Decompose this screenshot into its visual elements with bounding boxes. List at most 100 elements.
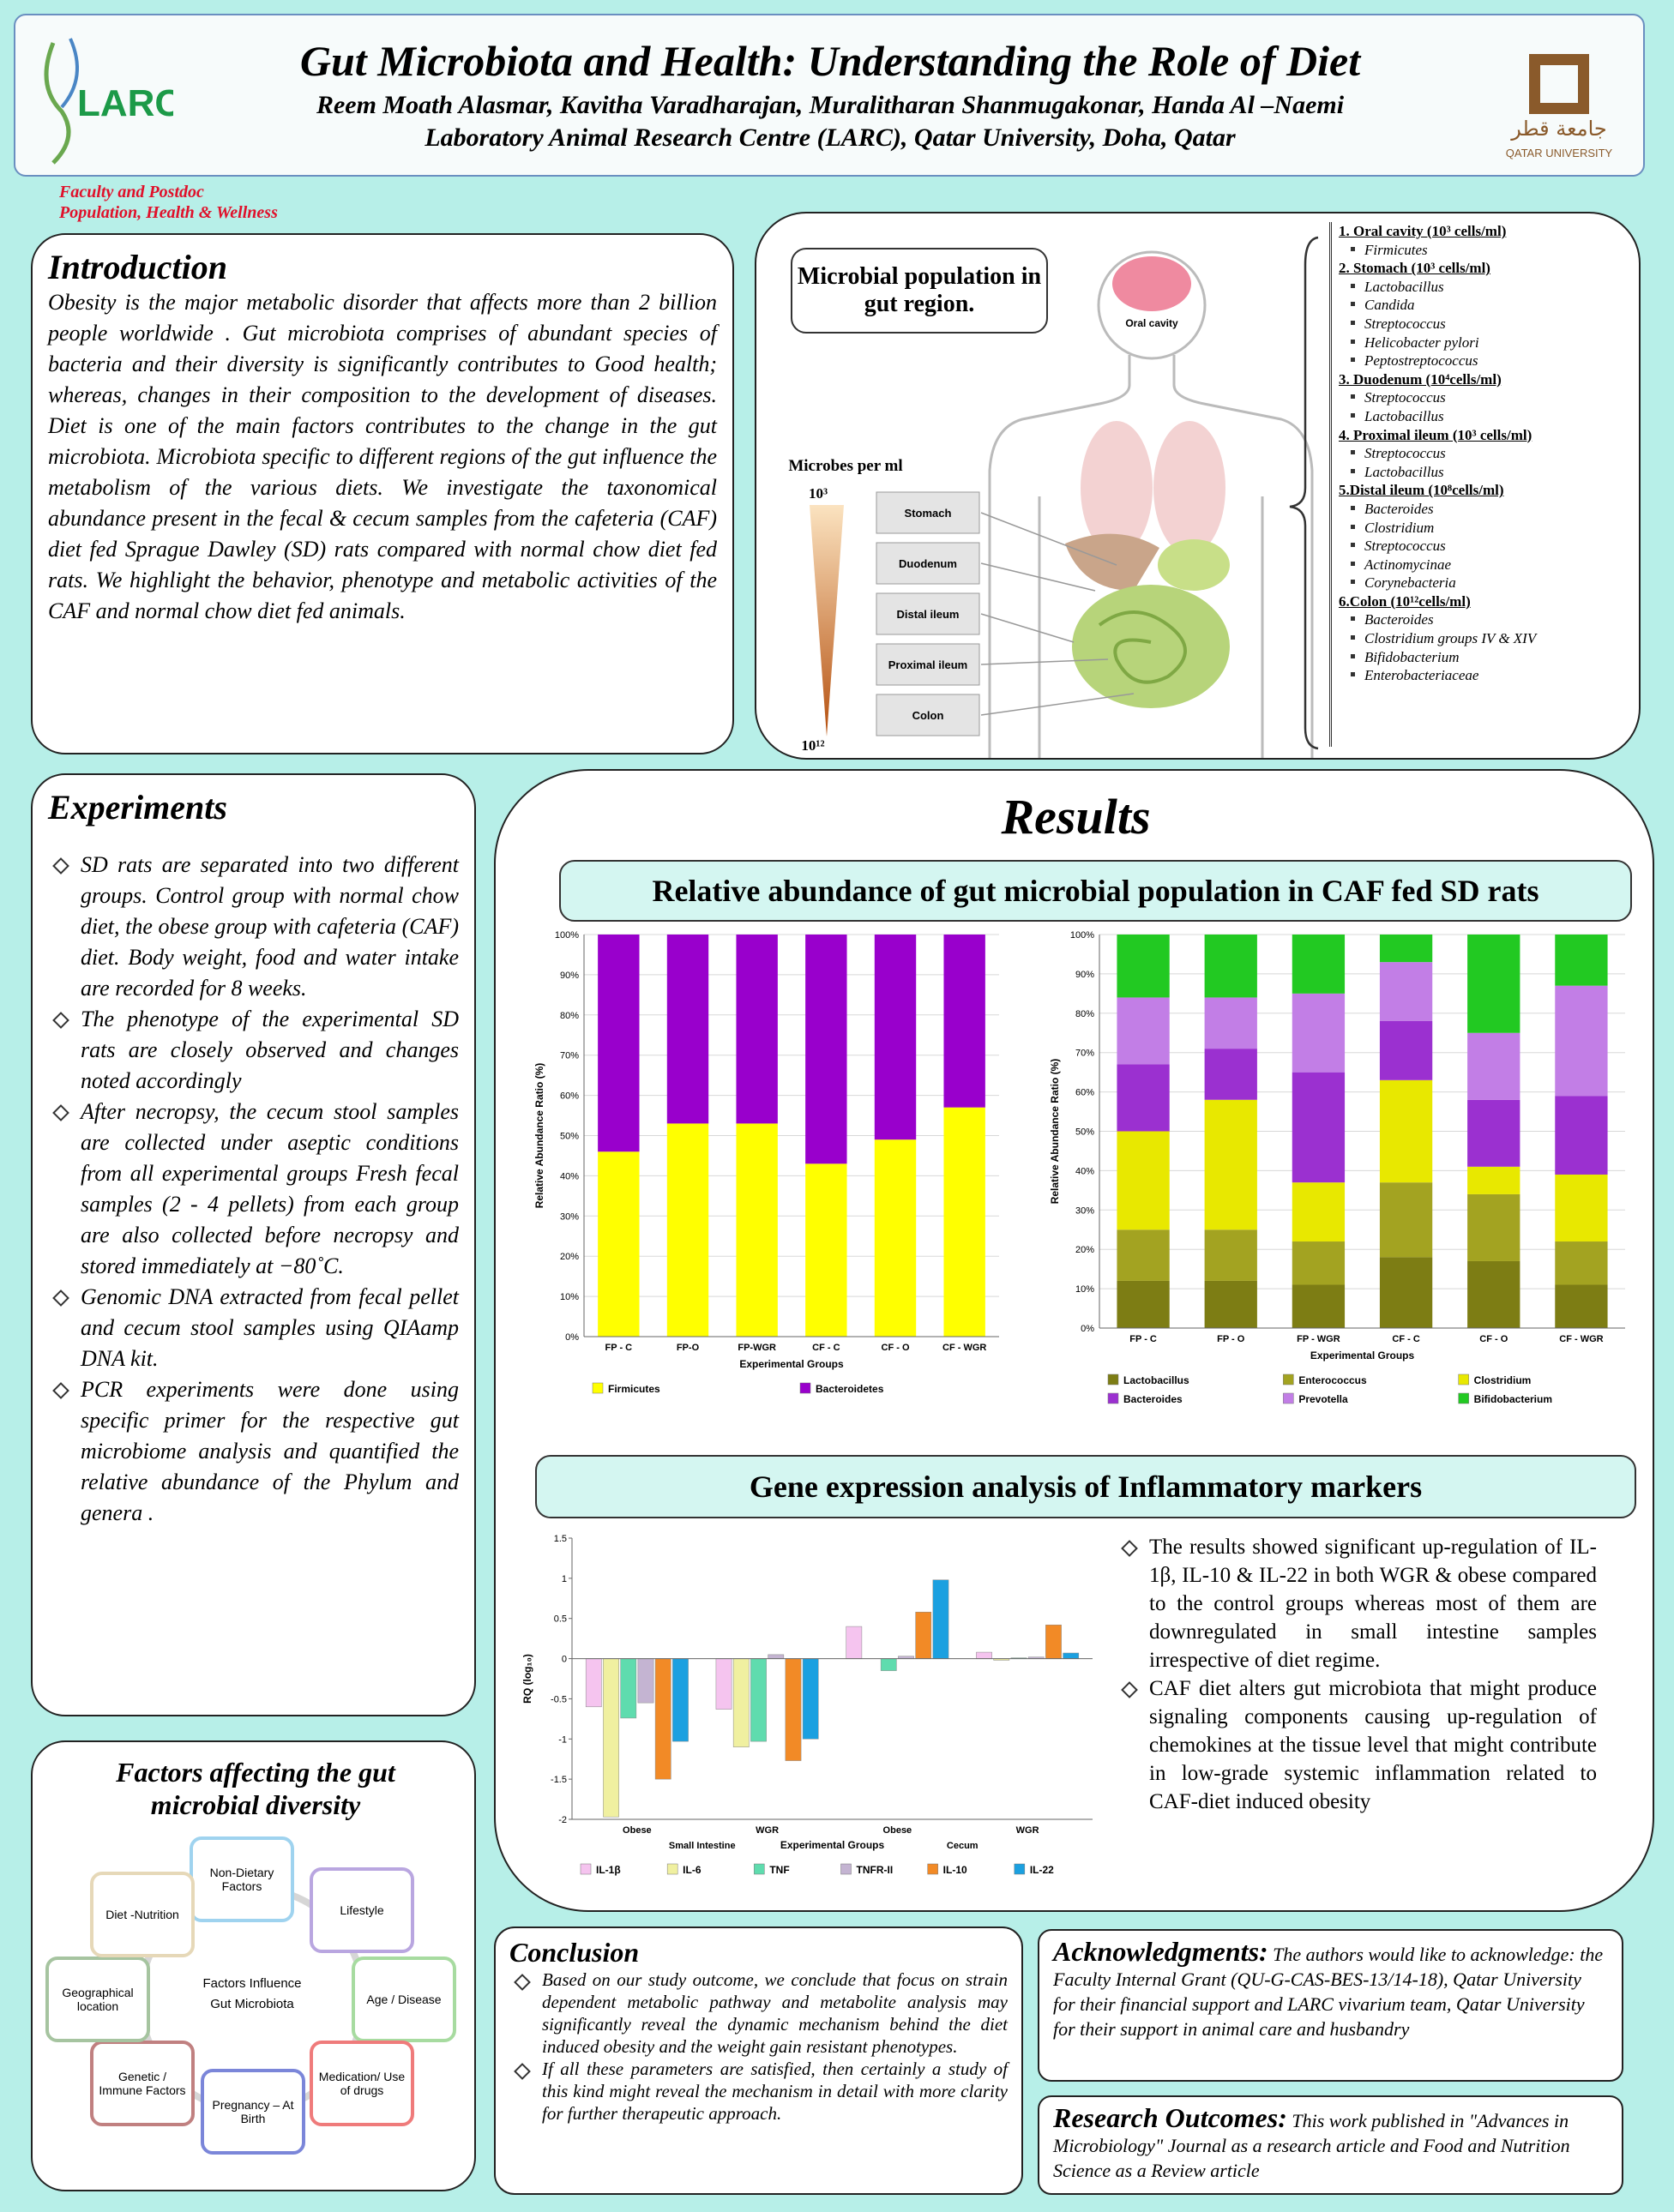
pointer: [980, 562, 1096, 592]
bar-segment: [1379, 935, 1433, 963]
liver: [1065, 533, 1159, 591]
bar: [637, 1658, 654, 1704]
x-axis-label: Experimental Groups: [1310, 1349, 1415, 1361]
section-box: [876, 643, 980, 686]
x-tick-label: FP - C: [605, 1343, 633, 1353]
bar: [932, 1579, 949, 1659]
bar-segment: [1467, 1032, 1520, 1100]
conclusion: Conclusion Based on our study outcome, w…: [494, 1926, 1023, 2195]
x-tick-label: FP - C: [1129, 1334, 1157, 1344]
x-tick-label: WGR: [756, 1825, 779, 1836]
heading: Experiments: [48, 788, 227, 826]
legend-swatch: [1107, 1392, 1119, 1404]
bar: [603, 1658, 619, 1818]
section-label: Colon: [912, 709, 944, 722]
track-line: Population, Health & Wellness: [59, 203, 278, 222]
pointer: [980, 512, 1117, 566]
y-tick-label: 30%: [560, 1211, 579, 1222]
x-tick-label: Obese: [883, 1825, 912, 1836]
x-tick-label: CF - C: [1392, 1334, 1419, 1344]
factor-node: Lifestyle: [310, 1867, 414, 1953]
bar-segment: [1467, 1260, 1520, 1328]
legend-label: IL-6: [683, 1864, 702, 1876]
pointer: [980, 658, 1109, 665]
heading: Research Outcomes:: [1053, 2102, 1287, 2133]
bar-segment: [1379, 1020, 1433, 1080]
pointer: [980, 613, 1075, 643]
y-tick-label: 80%: [560, 1011, 579, 1021]
bar: [976, 1651, 992, 1659]
y-tick-label: 30%: [1075, 1205, 1094, 1216]
bar-segment: [874, 1139, 917, 1337]
region-heading: 5.Distal ileum (10⁸cells/ml): [1339, 482, 1504, 499]
region-heading: 6.Colon (10¹²cells/ml): [1339, 592, 1471, 610]
region-item: Firmicutes: [1339, 241, 1625, 260]
legend-swatch: [1458, 1373, 1469, 1386]
bar-segment: [1117, 1229, 1170, 1281]
bar: [802, 1658, 819, 1740]
list-item: PCR experiments were done using specific…: [48, 1374, 459, 1529]
legend-swatch: [1014, 1863, 1026, 1875]
logo-helix: [44, 42, 71, 165]
y-tick-label: 10%: [1075, 1284, 1094, 1295]
microbial-population: Oral cavity Microbes per ml 10³ 10¹² Sto…: [755, 212, 1641, 760]
group-label: Small Intestine: [669, 1841, 736, 1851]
region-item: Bifidobacterium: [1339, 648, 1625, 667]
experiment-list: SD rats are separated into two different…: [48, 850, 459, 1529]
legend-label: Enterococcus: [1298, 1374, 1367, 1386]
y-tick-label: 100%: [555, 930, 579, 941]
legend-label: Lactobacillus: [1123, 1374, 1189, 1386]
y-tick-label: 40%: [560, 1171, 579, 1181]
bar-segment: [1292, 1182, 1346, 1242]
bar-segment: [1555, 985, 1608, 1097]
x-tick-label: FP-WGR: [738, 1343, 776, 1353]
acknowledgments: Acknowledgments: The authors would like …: [1038, 1929, 1623, 2082]
bar: [915, 1611, 932, 1659]
intestine-coil: [1098, 610, 1187, 684]
bar: [620, 1658, 637, 1719]
bar: [768, 1654, 785, 1659]
y-tick-label: 10%: [560, 1292, 579, 1302]
list-item: Based on our study outcome, we conclude …: [509, 1969, 1008, 2058]
bar: [785, 1658, 802, 1761]
region-list-box: 1. Oral cavity (10³ cells/ml) Firmicutes 2…: [1329, 222, 1625, 747]
bar-segment: [1379, 1182, 1433, 1258]
logo-arabic: جامعة قطر: [1510, 117, 1606, 141]
bar: [846, 1626, 863, 1659]
y-tick-label: 100%: [1070, 930, 1094, 941]
diagram-title: Microbial population in gut region.: [791, 248, 1048, 334]
legend-label: Firmicutes: [608, 1383, 660, 1395]
introduction: Introduction Obesity is the major metabo…: [31, 233, 734, 754]
legend-swatch: [927, 1863, 938, 1875]
bar-segment: [1379, 1257, 1433, 1328]
legend-swatch: [754, 1863, 765, 1875]
list-item: The results showed significant up-regula…: [1117, 1533, 1597, 1674]
heading: Factors affecting the gut microbial dive…: [116, 1757, 395, 1820]
track-line: Faculty and Postdoc: [59, 183, 204, 201]
y-tick-label: 0%: [1081, 1324, 1094, 1334]
y-tick-label: 1.5: [554, 1534, 567, 1544]
y-tick-label: 90%: [560, 971, 579, 981]
title: Gut Microbiota and Health: Understanding…: [299, 37, 1361, 85]
y-tick-label: 0.5: [554, 1614, 567, 1625]
bar-segment: [1292, 935, 1346, 994]
affiliation: Laboratory Animal Research Centre (LARC)…: [425, 123, 1236, 152]
bar-segment: [1204, 997, 1257, 1049]
logo-english: QATAR UNIVERSITY: [1506, 147, 1613, 159]
bar: [732, 1658, 750, 1747]
bar-segment: [1555, 1096, 1608, 1175]
region-item: Actinomycinae: [1339, 556, 1625, 574]
heading: Conclusion: [509, 1937, 640, 1968]
bar-segment: [736, 1123, 778, 1337]
y-tick-label: 20%: [1075, 1245, 1094, 1255]
x-tick-label: CF - O: [882, 1343, 910, 1353]
y-tick-label: 90%: [1075, 970, 1094, 980]
y-tick-label: -0.5: [551, 1694, 567, 1704]
stomach: [1158, 539, 1230, 591]
y-tick-label: 0%: [565, 1332, 579, 1343]
factor-node: Pregnancy – At Birth: [201, 2069, 305, 2155]
section-label: Distal ileum: [897, 608, 960, 621]
larc-logo: LARC: [44, 38, 173, 165]
bar-segment: [598, 935, 640, 1152]
section-label: Proximal ileum: [888, 658, 967, 671]
